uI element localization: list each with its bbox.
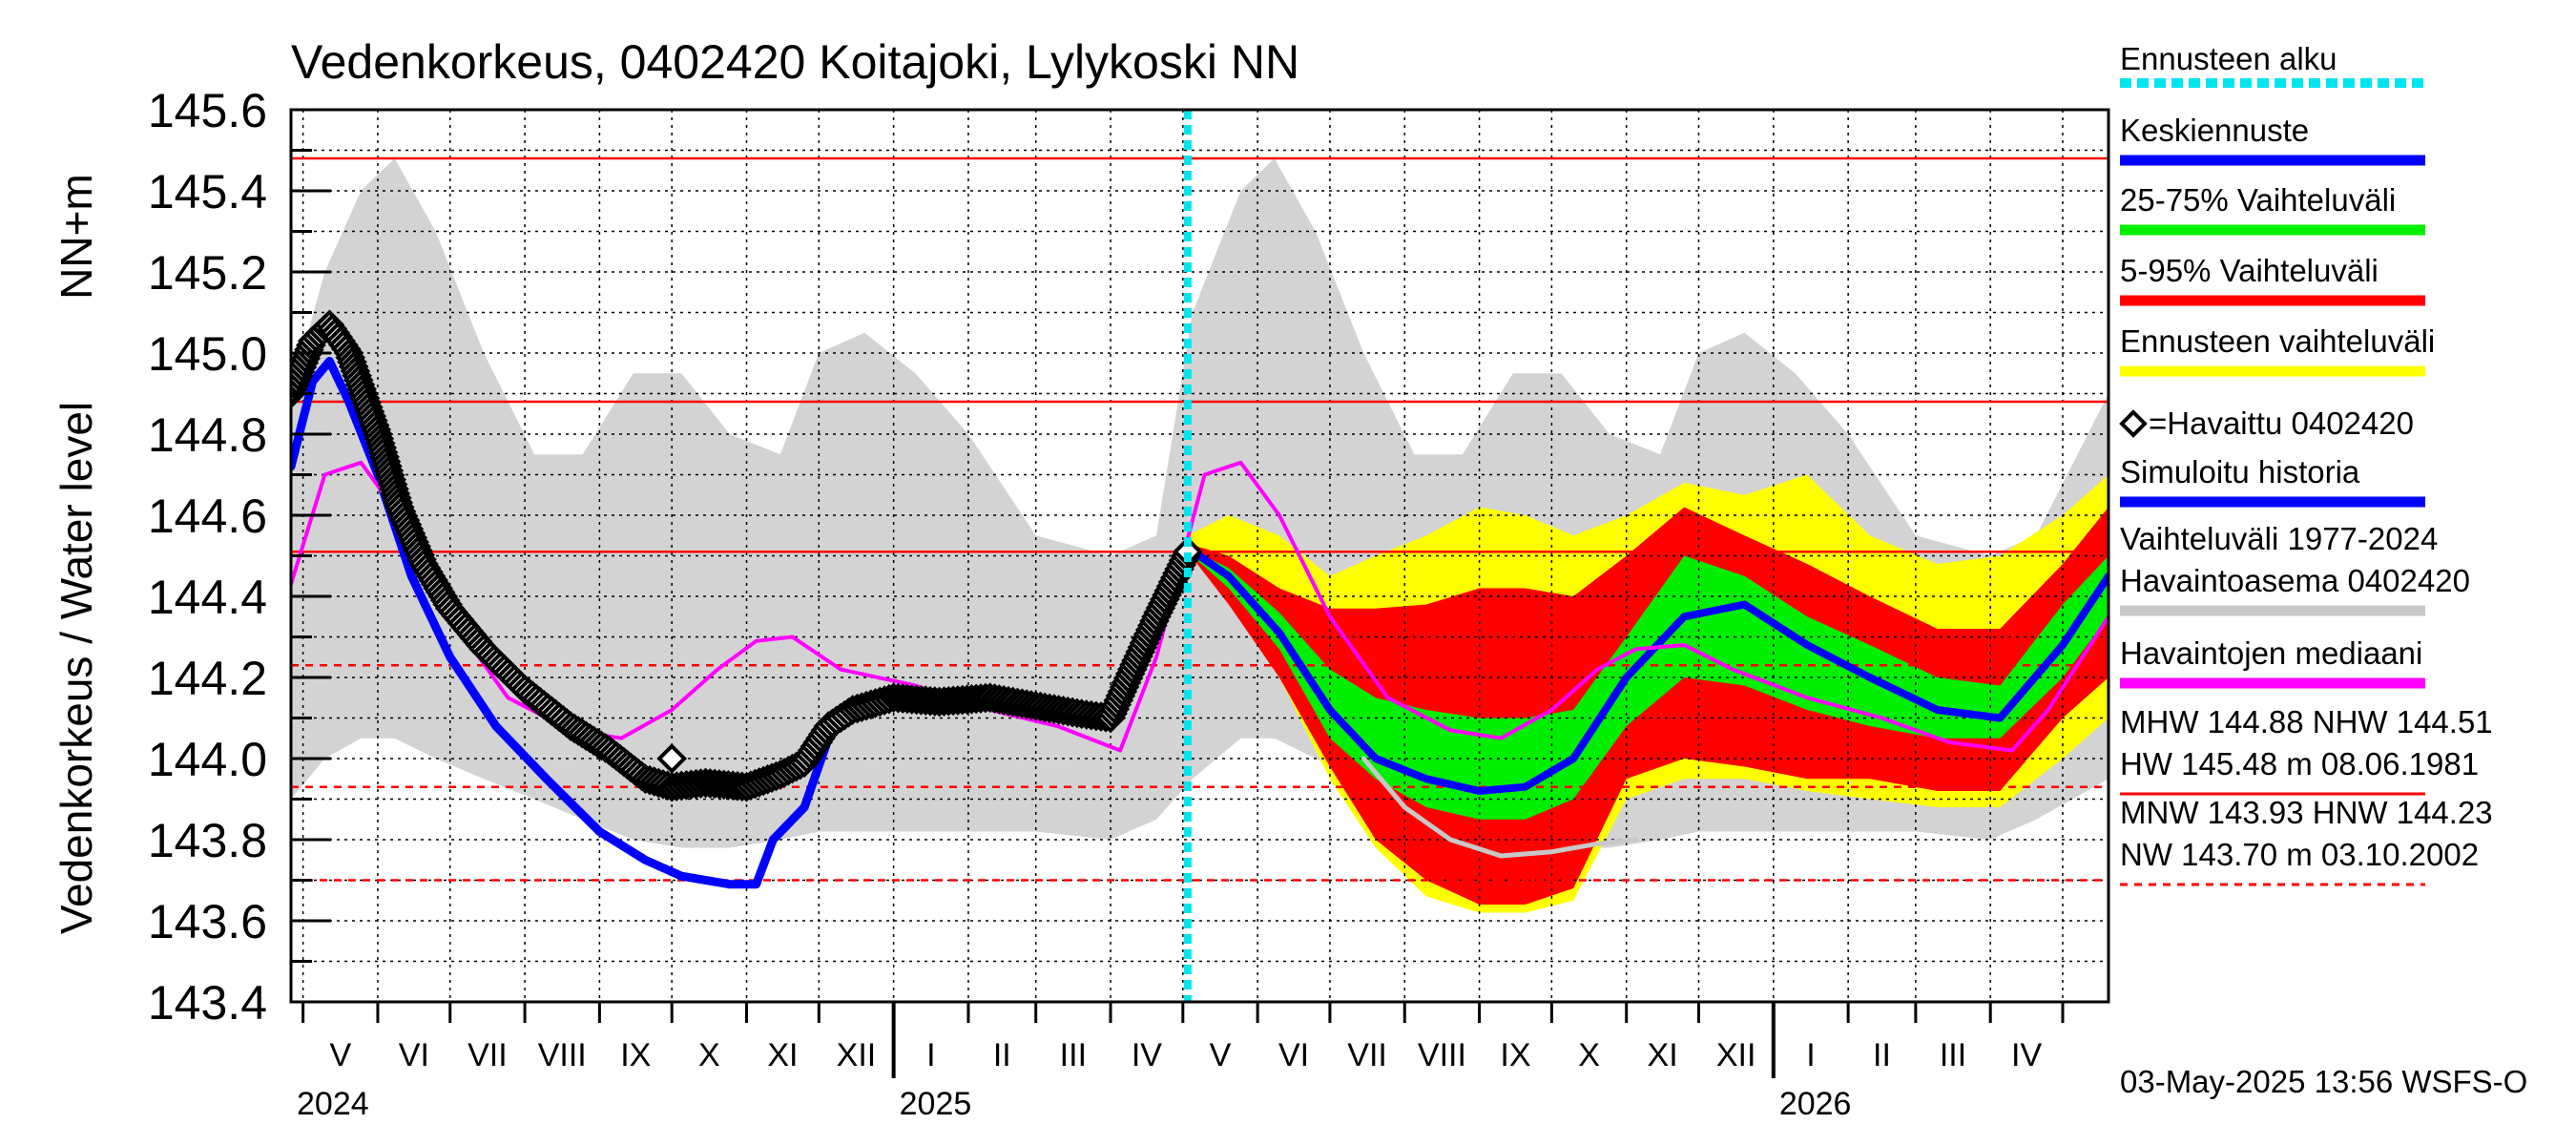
y-tick-label: 143.4 <box>148 976 267 1030</box>
x-month-label: IV <box>1132 1037 1162 1073</box>
y-tick-label: 143.8 <box>148 814 267 867</box>
legend-label: =Havaittu 0402420 <box>2149 406 2414 441</box>
y-tick-label: 145.6 <box>148 84 267 137</box>
x-month-label: IV <box>2011 1037 2042 1073</box>
legend-label: Ennusteen alku <box>2120 41 2337 76</box>
y-tick-label: 143.6 <box>148 895 267 948</box>
legend-label: Ennusteen vaihteluväli <box>2120 323 2435 359</box>
legend-observed-icon <box>2119 409 2148 438</box>
y-tick-label: 145.0 <box>148 327 267 381</box>
y-tick-label: 144.6 <box>148 489 267 543</box>
x-month-label: XII <box>837 1037 877 1073</box>
x-year-label: 2024 <box>297 1086 369 1122</box>
x-month-label: VII <box>1347 1037 1387 1073</box>
observed-markers <box>291 309 1203 802</box>
observed-marker <box>656 743 688 774</box>
x-month-label: VII <box>467 1037 508 1073</box>
y-tick-label: 145.2 <box>148 246 267 300</box>
legend-label: Keskiennuste <box>2120 113 2309 148</box>
x-month-label: V <box>1210 1037 1232 1073</box>
legend-label: 25-75% Vaihteluväli <box>2120 182 2396 218</box>
series-line-keskiennuste <box>1183 544 2109 795</box>
x-month-label: XII <box>1716 1037 1756 1073</box>
x-month-label: V <box>329 1037 351 1073</box>
x-year-label: 2026 <box>1779 1086 1852 1122</box>
x-month-label: I <box>926 1037 935 1073</box>
x-month-label: XI <box>1648 1037 1678 1073</box>
x-month-label: XI <box>767 1037 798 1073</box>
legend-label: 5-95% Vaihteluväli <box>2120 253 2379 288</box>
x-month-label: VI <box>1278 1037 1309 1073</box>
x-year-label: 2025 <box>900 1086 972 1122</box>
legend-label: Vaihteluväli 1977-2024 <box>2120 521 2438 556</box>
x-month-label: VIII <box>1418 1037 1466 1073</box>
y-axis-label: Vedenkorkeus / Water level <box>52 402 101 934</box>
legend-label: Havaintoasema 0402420 <box>2120 563 2470 598</box>
x-month-label: IX <box>1500 1037 1530 1073</box>
y-tick-label: 144.4 <box>148 571 267 624</box>
series-line-vaihteluv-li-1977-2024-havaintoasema-0402420 <box>1361 756 1639 859</box>
x-month-label: I <box>1806 1037 1815 1073</box>
x-axis: V VI VII VIII IX X XI XII I II III IV V VI VII VIII IX X X… <box>297 1002 2065 1122</box>
legend: Ennusteen alku Keskiennuste 25-75% Vaihtel… <box>2119 41 2493 886</box>
legend-label: Havaintojen mediaani <box>2120 635 2422 671</box>
y-tick-label: 144.8 <box>148 408 267 462</box>
legend-label: MNW 143.93 HNW 144.23 <box>2120 795 2493 830</box>
legend-label: HW 145.48 m 08.06.1981 <box>2120 746 2479 781</box>
x-month-label: VI <box>399 1037 429 1073</box>
chart-title: Vedenkorkeus, 0402420 Koitajoki, Lylykos… <box>291 35 1299 89</box>
x-month-label: X <box>698 1037 720 1073</box>
variation-bands <box>291 158 2109 913</box>
legend-label: MHW 144.88 NHW 144.51 <box>2120 704 2493 739</box>
legend-label: NW 143.70 m 03.10.2002 <box>2120 837 2479 872</box>
x-month-label: II <box>1873 1037 1891 1073</box>
y-axis-unit: NN+m <box>52 174 101 300</box>
observed-marker <box>1173 536 1203 568</box>
y-axis: 145.6 145.4 145.2 145.0 144.8 144.6 144.4 144.2… <box>148 84 331 1030</box>
y-tick-label: 144.2 <box>148 652 267 705</box>
x-month-label: IX <box>620 1037 651 1073</box>
legend-label: Simuloitu historia <box>2120 454 2360 489</box>
y-tick-label: 144.0 <box>148 733 267 786</box>
x-month-label: II <box>993 1037 1011 1073</box>
x-month-label: III <box>1060 1037 1087 1073</box>
x-month-label: III <box>1940 1037 1966 1073</box>
y-tick-label: 145.4 <box>148 165 267 219</box>
x-month-label: VIII <box>538 1037 587 1073</box>
x-month-label: X <box>1578 1037 1600 1073</box>
range-25-75-band <box>1187 548 2109 820</box>
timestamp-footer: 03-May-2025 13:56 WSFS-O <box>2120 1064 2527 1099</box>
